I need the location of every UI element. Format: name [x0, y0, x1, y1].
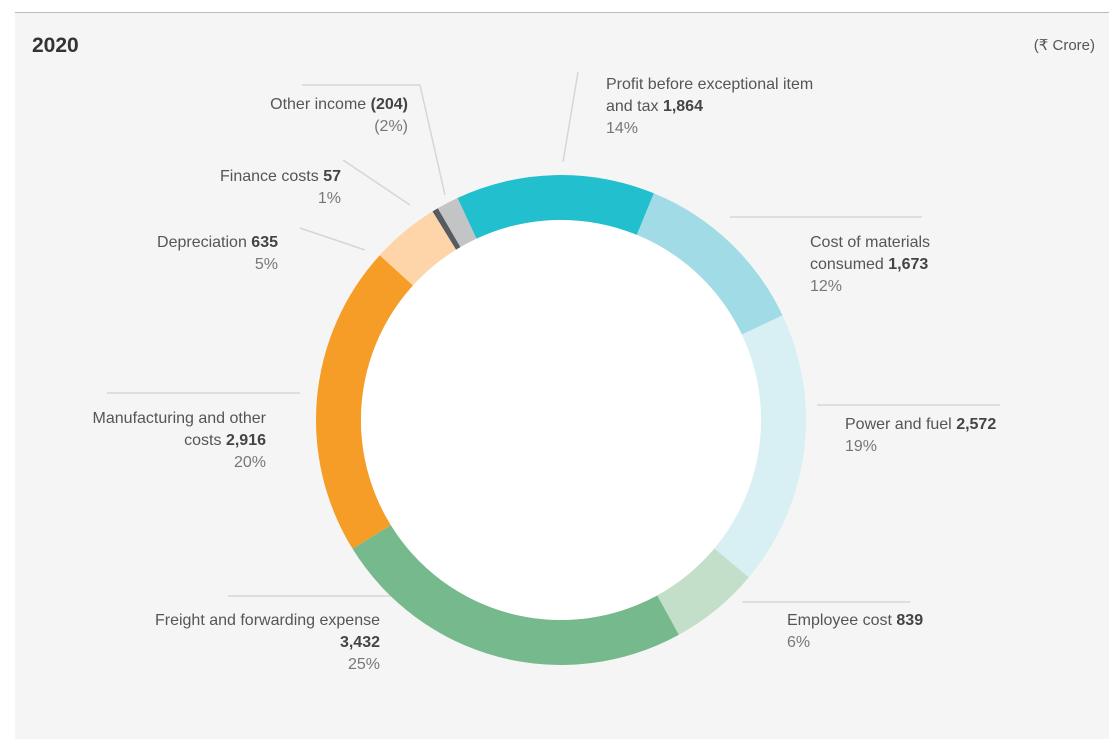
donut-segment	[316, 255, 414, 549]
category-name: Cost of materials consumed	[810, 234, 931, 273]
category-name: Depreciation	[157, 234, 247, 251]
value-label: 57	[323, 168, 341, 185]
leader-line	[299, 227, 366, 251]
category-name: Finance costs	[220, 168, 319, 185]
percentage-label: 6%	[787, 634, 811, 651]
unit-label: (₹ Crore)	[1033, 37, 1095, 54]
segment-label: Cost of materials consumed 1,673 12%	[810, 232, 970, 298]
percentage-label: 5%	[254, 256, 278, 273]
category-name: Power and fuel	[845, 416, 952, 433]
percentage-label: 1%	[317, 190, 341, 207]
percentage-label: 25%	[347, 656, 380, 673]
segment-label: Other income (204) (2%)	[188, 94, 408, 138]
segment-label: Depreciation 635 5%	[58, 232, 278, 276]
category-name: Manufacturing and other costs	[92, 410, 266, 449]
value-label: 3,432	[339, 634, 380, 651]
value-label: 1,864	[662, 98, 703, 115]
percentage-label: 14%	[606, 120, 639, 137]
value-label: 635	[251, 234, 278, 251]
value-label: 2,916	[225, 432, 266, 449]
segment-label: Profit before exceptional item and tax 1…	[606, 74, 836, 140]
percentage-label: 12%	[810, 278, 843, 295]
category-name: Other income	[270, 96, 367, 113]
donut-segment	[714, 315, 806, 578]
donut-segment	[636, 193, 783, 335]
segment-label: Freight and forwarding expense 3,432 25%	[150, 610, 380, 676]
leader-line	[562, 71, 579, 163]
value-label: 839	[896, 612, 924, 629]
segment-label: Employee cost 839 6%	[787, 610, 1007, 654]
donut-segment	[432, 208, 461, 250]
leader-lines	[107, 71, 1000, 603]
percentage-label: (2%)	[374, 118, 408, 135]
donut-segment	[437, 197, 477, 248]
chart-title: 2020	[32, 34, 79, 57]
category-name: Employee cost	[787, 612, 892, 629]
value-label: 2,572	[956, 416, 997, 433]
category-name: Profit before exceptional item and tax	[606, 76, 814, 115]
donut-segment	[457, 174, 654, 239]
category-name: Freight and forwarding expense	[154, 612, 380, 629]
donut-hole	[361, 220, 761, 620]
donut-segment	[379, 211, 457, 286]
donut-segment	[352, 525, 679, 665]
value-label: 1,673	[888, 256, 929, 273]
percentage-label: 20%	[233, 454, 266, 471]
segment-label: Power and fuel 2,572 19%	[845, 414, 1065, 458]
value-label: (204)	[370, 96, 408, 113]
leader-line	[342, 159, 411, 206]
segment-label: Finance costs 57 1%	[121, 166, 341, 210]
percentage-label: 19%	[845, 438, 878, 455]
donut-segment	[657, 548, 749, 635]
segment-label: Manufacturing and other costs 2,916 20%	[76, 408, 266, 474]
leader-line	[302, 84, 446, 196]
